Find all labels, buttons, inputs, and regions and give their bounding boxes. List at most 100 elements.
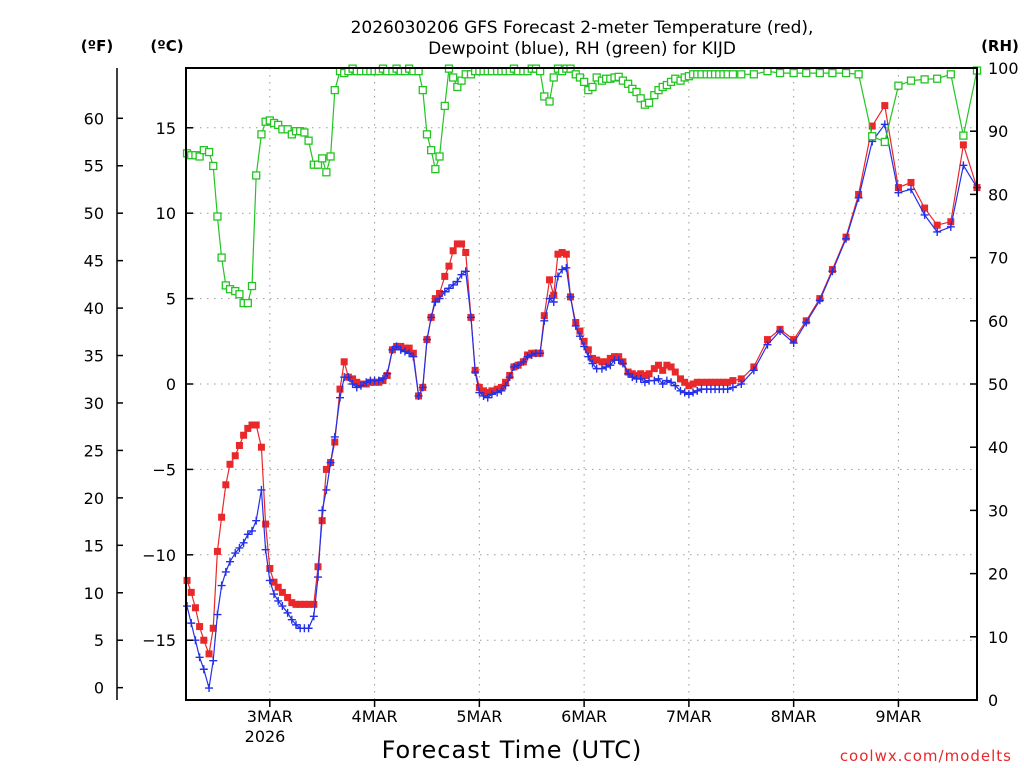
temperature-point bbox=[729, 377, 737, 385]
temperature-point bbox=[318, 517, 326, 525]
temperature-point bbox=[868, 122, 876, 130]
dewpoint-point bbox=[749, 366, 758, 375]
dewpoint-point bbox=[187, 619, 196, 628]
rh-point bbox=[815, 68, 824, 78]
dewpoint-point bbox=[553, 272, 562, 281]
temperature-point bbox=[405, 344, 413, 352]
rh-point bbox=[749, 70, 758, 79]
temperature-point bbox=[715, 378, 723, 386]
rh-point bbox=[545, 97, 554, 106]
dewpoint-point bbox=[624, 369, 633, 378]
x-axis-title: Forecast Time (UTC) bbox=[382, 736, 643, 764]
rh-tick-label: 70 bbox=[988, 249, 1008, 268]
temperature-point bbox=[240, 431, 248, 439]
rh-point bbox=[418, 85, 427, 95]
celsius-tick-label: 15 bbox=[156, 119, 176, 138]
dewpoint-point bbox=[422, 335, 431, 344]
rh-point bbox=[880, 137, 889, 147]
temperature-point bbox=[187, 588, 195, 596]
fahrenheit-tick-label: 60 bbox=[84, 109, 104, 128]
temperature-point bbox=[650, 365, 658, 373]
temperature-point bbox=[462, 248, 470, 256]
dewpoint-point bbox=[566, 292, 575, 301]
temperature-point bbox=[235, 441, 243, 449]
temperature-point bbox=[296, 600, 304, 608]
dewpoint-point bbox=[400, 347, 409, 356]
dewpoint-point bbox=[330, 432, 339, 441]
temperature-point bbox=[218, 513, 226, 521]
rh-tick-label: 60 bbox=[988, 312, 1008, 331]
temperature-point bbox=[881, 102, 889, 110]
temperature-point bbox=[270, 578, 278, 586]
temperature-point bbox=[959, 141, 967, 149]
dewpoint-point bbox=[549, 298, 558, 307]
dewpoint-point bbox=[640, 378, 649, 387]
fahrenheit-tick-label: 45 bbox=[84, 252, 104, 271]
temperature-point bbox=[284, 594, 292, 602]
temperature-point bbox=[231, 452, 239, 460]
rh-point bbox=[431, 164, 440, 174]
dewpoint-point bbox=[292, 620, 301, 629]
dewpoint-point bbox=[650, 376, 659, 385]
rh-point bbox=[453, 82, 462, 92]
dewpoint-point bbox=[684, 390, 693, 399]
temperature-point bbox=[703, 378, 711, 386]
temperature-point bbox=[663, 361, 671, 369]
rh-point bbox=[549, 73, 558, 82]
temperature-point bbox=[580, 337, 588, 345]
rh-point bbox=[775, 68, 785, 78]
temperature-point bbox=[191, 604, 199, 612]
dewpoint-point bbox=[205, 684, 214, 693]
fahrenheit-tick-label: 0 bbox=[94, 679, 104, 698]
dewpoint-point bbox=[257, 485, 266, 494]
dewpoint-point bbox=[466, 313, 475, 322]
rh-point bbox=[868, 132, 877, 141]
dewpoint-point bbox=[728, 383, 737, 392]
dewpoint-point bbox=[487, 390, 496, 399]
dewpoint-point bbox=[571, 321, 580, 330]
rh-point bbox=[195, 152, 204, 161]
date-tick-label: 9MAR bbox=[875, 707, 921, 726]
dewpoint-point bbox=[383, 369, 392, 378]
temperature-point bbox=[894, 184, 902, 192]
dewpoint-point bbox=[270, 590, 279, 599]
temperature-point bbox=[314, 563, 322, 571]
rh-point bbox=[304, 136, 313, 145]
fahrenheit-tick-label: 40 bbox=[84, 299, 104, 318]
temperature-point bbox=[183, 576, 191, 584]
temperature-point bbox=[196, 623, 204, 631]
temperature-point bbox=[252, 421, 260, 429]
dewpoint-point bbox=[226, 557, 235, 566]
temperature-point bbox=[322, 465, 330, 473]
dewpoint-point bbox=[802, 318, 811, 327]
temperature-point bbox=[540, 312, 548, 320]
rh-point bbox=[636, 94, 645, 103]
rh-point bbox=[435, 152, 444, 161]
dewpoint-point bbox=[602, 362, 611, 371]
temperature-point bbox=[719, 378, 727, 386]
rh-tick-label: 50 bbox=[988, 375, 1008, 394]
temperature-point bbox=[606, 354, 614, 362]
chart-title-line-1: 2026030206 GFS Forecast 2-meter Temperat… bbox=[351, 18, 814, 38]
temperature-point bbox=[441, 272, 449, 280]
temperature-point bbox=[558, 248, 566, 256]
dewpoint-point bbox=[501, 381, 510, 390]
rh-tick-label: 100 bbox=[988, 59, 1019, 78]
rh-point bbox=[737, 70, 746, 79]
dewpoint-point bbox=[326, 458, 335, 467]
dewpoint-point bbox=[243, 530, 252, 539]
rh-point bbox=[440, 101, 449, 111]
dewpoint-point bbox=[920, 210, 929, 219]
dewpoint-point bbox=[894, 188, 903, 197]
rh-point bbox=[204, 147, 214, 157]
temperature-point bbox=[697, 378, 705, 386]
temperature-point bbox=[707, 378, 715, 386]
dewpoint-point bbox=[278, 602, 287, 611]
temperature-point bbox=[763, 336, 771, 344]
temperature-point bbox=[310, 600, 318, 608]
rh-tick-label: 0 bbox=[988, 691, 998, 710]
dewpoint-point bbox=[671, 381, 680, 390]
temperature-point bbox=[244, 424, 252, 432]
rh-point bbox=[322, 168, 331, 177]
temperature-point bbox=[300, 600, 308, 608]
